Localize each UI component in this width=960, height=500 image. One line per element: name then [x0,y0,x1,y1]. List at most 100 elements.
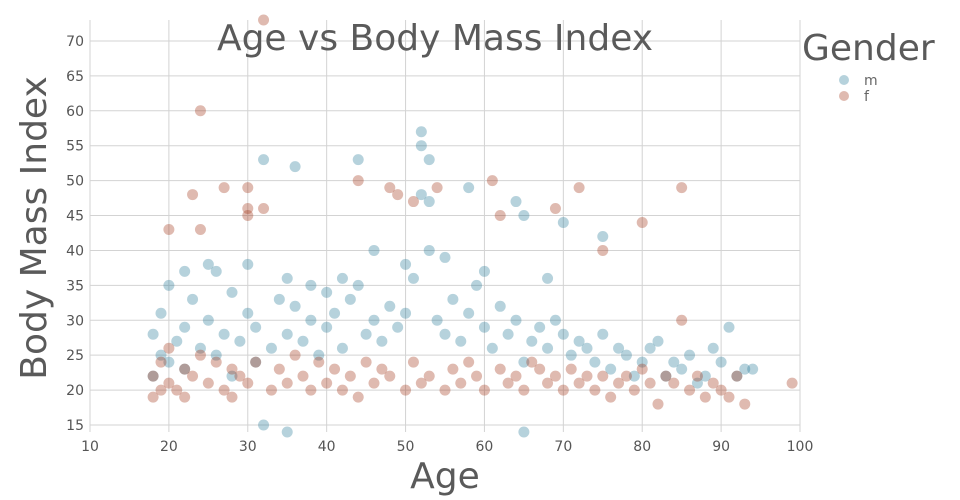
x-tick-label: 30 [239,439,257,455]
data-point-f [613,377,625,389]
data-point-m [549,314,561,326]
data-point-f [392,189,404,201]
data-point-f [163,342,175,354]
data-point-m [242,307,254,319]
data-point-m [605,363,617,375]
data-point-f [281,377,293,389]
data-point-f [676,182,688,194]
data-point-m [455,335,467,347]
grid-lines [89,20,801,432]
data-point-m [668,356,680,368]
data-point-f [147,370,159,382]
chart-title: Age vs Body Mass Index [217,18,653,59]
data-point-f [242,210,254,222]
data-point-m [691,377,703,389]
data-point-m [194,342,206,354]
data-point-m [226,370,238,382]
x-tick-label: 90 [712,439,730,455]
data-point-m [597,230,609,242]
data-point-m [581,342,593,354]
data-point-m [557,217,569,229]
data-point-f [258,203,270,215]
data-point-f [187,370,199,382]
data-point-f [715,384,727,396]
data-point-f [242,203,254,215]
data-point-m [684,349,696,361]
data-point-f [415,377,427,389]
x-axis-title: Age [410,456,480,497]
data-point-f [171,384,183,396]
data-point-m [147,328,159,340]
data-point-f [384,182,396,194]
y-tick-label: 45 [66,209,84,225]
data-point-m [400,258,412,270]
data-point-m [731,370,743,382]
data-point-m [660,370,672,382]
data-point-f [336,384,348,396]
data-point-m [518,356,530,368]
data-point-m [510,314,522,326]
data-point-m [329,307,341,319]
data-point-m [336,272,348,284]
y-tick-label: 30 [66,313,84,329]
data-point-f [407,196,419,208]
data-point-m [368,314,380,326]
data-point-f [636,363,648,375]
data-point-f [194,349,206,361]
data-point-m [423,196,435,208]
data-point-f [636,217,648,229]
data-point-f [652,398,664,410]
data-point-f [691,370,703,382]
data-point-f [226,363,238,375]
x-tick-label: 60 [476,439,494,455]
data-point-m [179,265,191,277]
data-point-m [407,272,419,284]
data-point-m [400,307,412,319]
data-point-f [455,377,467,389]
data-point-m [210,265,222,277]
data-point-f [242,377,254,389]
data-point-m [613,342,625,354]
data-point-m [258,154,270,166]
data-point-m [265,342,277,354]
data-point-m [392,321,404,333]
data-point-m [447,293,459,305]
data-point-f [439,384,451,396]
axes: 10 20 30 40 50 60 70 80 90 100 15 20 25 30 35 40 45 50 55 6… [66,34,813,455]
data-point-m [321,286,333,298]
data-point-m [707,342,719,354]
x-tick-label: 40 [318,439,336,455]
data-point-f [518,384,530,396]
data-points [147,14,798,438]
data-point-m [202,258,214,270]
data-point-f [289,349,301,361]
data-point-f [597,370,609,382]
data-point-m [628,370,640,382]
data-point-m [218,328,230,340]
data-point-f [313,356,325,368]
data-point-f [376,363,388,375]
y-tick-label: 65 [66,69,84,85]
data-point-f [273,363,285,375]
data-point-f [210,356,222,368]
data-point-m [526,335,538,347]
y-tick-label: 20 [66,383,84,399]
data-point-m [368,244,380,256]
data-point-f [234,370,246,382]
data-point-m [573,335,585,347]
y-tick-label: 35 [66,278,84,294]
data-point-m [439,328,451,340]
data-point-f [344,370,356,382]
data-point-f [447,363,459,375]
data-point-f [352,391,364,403]
data-point-m [699,370,711,382]
data-point-m [344,293,356,305]
data-point-f [218,384,230,396]
legend-label-m: m [864,73,878,89]
data-point-m [352,154,364,166]
data-point-f [597,244,609,256]
data-point-m [250,356,262,368]
data-point-m [179,321,191,333]
data-point-f [321,377,333,389]
